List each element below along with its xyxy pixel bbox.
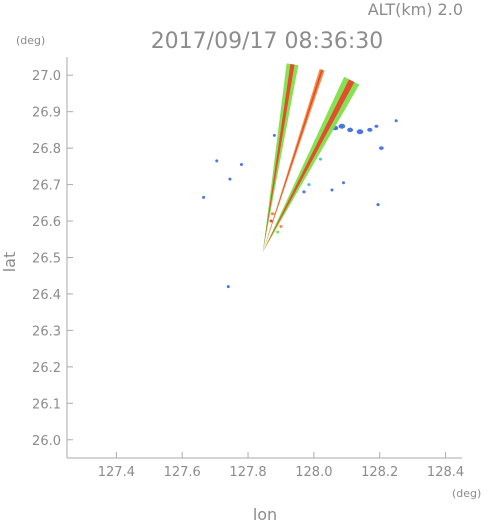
echo-point [394,119,398,123]
plot-frame [66,57,462,459]
x-tick-labels: 127.4 127.6 127.8 128.0 128.2 128.4 [98,452,464,480]
echo-point [215,159,219,163]
x-tick-label: 127.6 [164,465,201,480]
echo-point [279,225,283,229]
x-axis-title: lon [253,505,277,521]
echo-layer [202,119,398,289]
x-tick-label: 128.0 [295,465,332,480]
echo-point [367,127,373,132]
echo-point [228,177,232,181]
echo-point [276,230,280,234]
y-tick-label: 26.1 [32,397,61,412]
echo-point [270,212,275,216]
y-tick-label: 26.4 [32,288,61,303]
beam-middle-core [262,69,323,253]
y-tick-label: 26.9 [32,106,61,121]
echo-point [226,285,230,289]
y-axis-title: lat [0,252,19,273]
echo-point [269,219,273,223]
y-tick-labels: 26.0 26.1 26.2 26.3 26.4 26.5 26.6 26.7 26.8 26.9… [32,69,73,449]
echo-point [342,181,345,185]
y-unit-label: (deg) [16,34,45,47]
echo-point [272,133,276,137]
echo-point [202,195,206,199]
y-tick-label: 26.7 [32,179,61,194]
x-unit-label: (deg) [452,487,481,500]
chart-title: 2017/09/17 08:36:30 [151,29,384,54]
altitude-label: ALT(km) 2.0 [368,0,463,19]
y-tick-label: 26.6 [32,215,61,230]
echo-point [338,123,346,129]
beam-middle-outer [262,68,325,253]
echo-point [307,183,311,187]
y-tick-label: 26.8 [32,142,61,157]
beam-layer [262,63,360,253]
echo-point [356,129,364,135]
echo-point [239,163,243,167]
echo-point [302,190,306,194]
y-tick-label: 26.5 [32,252,61,267]
x-tick-label: 127.8 [229,465,266,480]
beam-north-outer [262,63,299,253]
echo-point [379,146,384,150]
x-tick-label: 127.4 [98,465,135,480]
echo-point [347,127,354,133]
echo-point [376,203,380,207]
y-tick-label: 26.2 [32,361,61,376]
y-tick-label: 27.0 [32,69,61,84]
echo-point [318,157,322,161]
beam-east-outer [262,76,360,253]
beam-north-core [262,63,295,253]
y-tick-label: 26.0 [32,434,61,449]
y-tick-label: 26.3 [32,324,61,339]
echo-point [374,124,379,128]
x-tick-label: 128.4 [427,465,464,480]
echo-point [330,188,334,192]
beam-east-core [262,79,355,253]
x-tick-label: 128.2 [361,465,398,480]
